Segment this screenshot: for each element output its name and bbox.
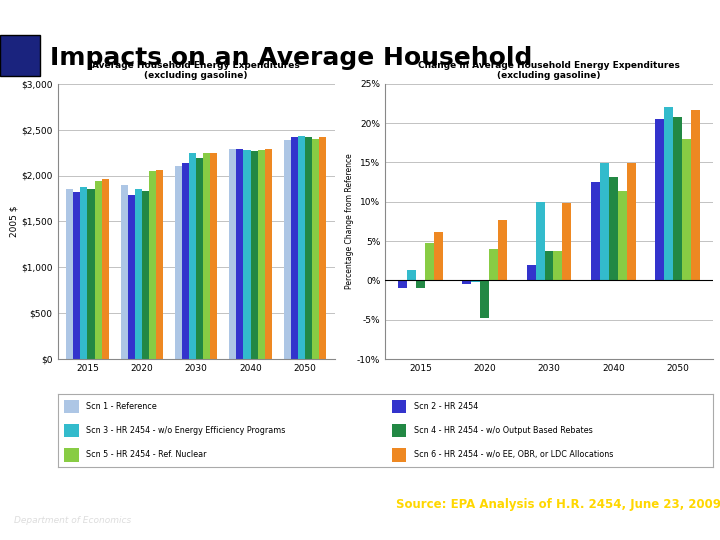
Text: Scn 4 - HR 2454 - w/o Output Based Rebates: Scn 4 - HR 2454 - w/o Output Based Rebat… <box>414 426 593 435</box>
Bar <box>425 242 434 280</box>
Bar <box>305 137 312 359</box>
Bar <box>236 149 243 359</box>
FancyArrow shape <box>0 35 40 76</box>
Title: Change in Average Household Energy Expenditures
(excluding gasoline): Change in Average Household Energy Expen… <box>418 60 680 80</box>
Bar <box>284 140 291 359</box>
Text: Scn 2 - HR 2454: Scn 2 - HR 2454 <box>414 402 478 411</box>
Bar <box>618 192 626 280</box>
Bar <box>392 448 406 462</box>
Bar <box>265 149 271 359</box>
Bar <box>554 251 562 280</box>
Bar <box>407 270 416 280</box>
Bar <box>600 163 608 280</box>
Bar <box>135 189 142 359</box>
Bar <box>462 280 472 285</box>
Bar <box>536 202 544 280</box>
Bar <box>626 163 636 280</box>
Bar <box>298 136 305 359</box>
Bar <box>434 232 443 280</box>
Bar <box>655 119 664 280</box>
Text: Scn 1 - Reference: Scn 1 - Reference <box>86 402 157 411</box>
Bar <box>498 220 508 280</box>
Bar <box>392 424 406 437</box>
Bar <box>88 189 94 359</box>
Text: Scn 6 - HR 2454 - w/o EE, OBR, or LDC Allocations: Scn 6 - HR 2454 - w/o EE, OBR, or LDC Al… <box>414 450 613 460</box>
Title: Average Household Energy Expenditures
(excluding gasoline): Average Household Energy Expenditures (e… <box>92 60 300 80</box>
Bar <box>312 139 319 359</box>
Bar <box>182 163 189 359</box>
Bar <box>64 424 78 437</box>
Bar <box>490 249 498 280</box>
Bar <box>544 251 554 280</box>
Bar <box>590 182 600 280</box>
Bar <box>64 448 78 462</box>
Text: Impacts on an Average Household: Impacts on an Average Household <box>50 46 533 70</box>
Bar <box>251 151 258 359</box>
Bar <box>230 149 236 359</box>
Bar <box>673 117 682 280</box>
Bar <box>127 195 135 359</box>
Y-axis label: Percentage Change from Reference: Percentage Change from Reference <box>345 153 354 289</box>
Text: Scn 5 - HR 2454 - Ref. Nuclear: Scn 5 - HR 2454 - Ref. Nuclear <box>86 450 207 460</box>
Bar <box>64 400 78 413</box>
Bar <box>102 179 109 359</box>
Bar <box>175 166 182 359</box>
Bar <box>156 170 163 359</box>
Bar <box>189 153 196 359</box>
Bar <box>73 192 81 359</box>
Bar <box>608 177 618 280</box>
Bar <box>258 150 265 359</box>
Bar <box>392 400 406 413</box>
Bar <box>664 107 673 280</box>
Bar <box>416 280 425 288</box>
Bar <box>203 153 210 359</box>
Text: Department of Economics: Department of Economics <box>14 516 132 525</box>
Bar <box>196 158 203 359</box>
Bar <box>682 139 691 280</box>
Bar <box>480 280 490 318</box>
Bar <box>149 171 156 359</box>
Bar <box>142 191 149 359</box>
Text: IOWA STATE UNIVERSITY: IOWA STATE UNIVERSITY <box>14 488 220 501</box>
Bar <box>94 181 102 359</box>
Bar <box>526 265 536 280</box>
Bar <box>562 202 572 280</box>
Bar <box>243 150 251 359</box>
Bar <box>210 152 217 359</box>
Bar <box>121 185 127 359</box>
Bar <box>691 110 700 280</box>
Bar <box>319 137 326 359</box>
Bar <box>398 280 407 288</box>
Text: Source: EPA Analysis of H.R. 2454, June 23, 2009: Source: EPA Analysis of H.R. 2454, June … <box>396 498 720 511</box>
Y-axis label: 2005 $: 2005 $ <box>9 206 19 237</box>
Bar <box>291 137 298 359</box>
Bar <box>66 189 73 359</box>
Bar <box>81 187 88 359</box>
Text: Scn 3 - HR 2454 - w/o Energy Efficiency Programs: Scn 3 - HR 2454 - w/o Energy Efficiency … <box>86 426 286 435</box>
Bar <box>472 280 480 282</box>
